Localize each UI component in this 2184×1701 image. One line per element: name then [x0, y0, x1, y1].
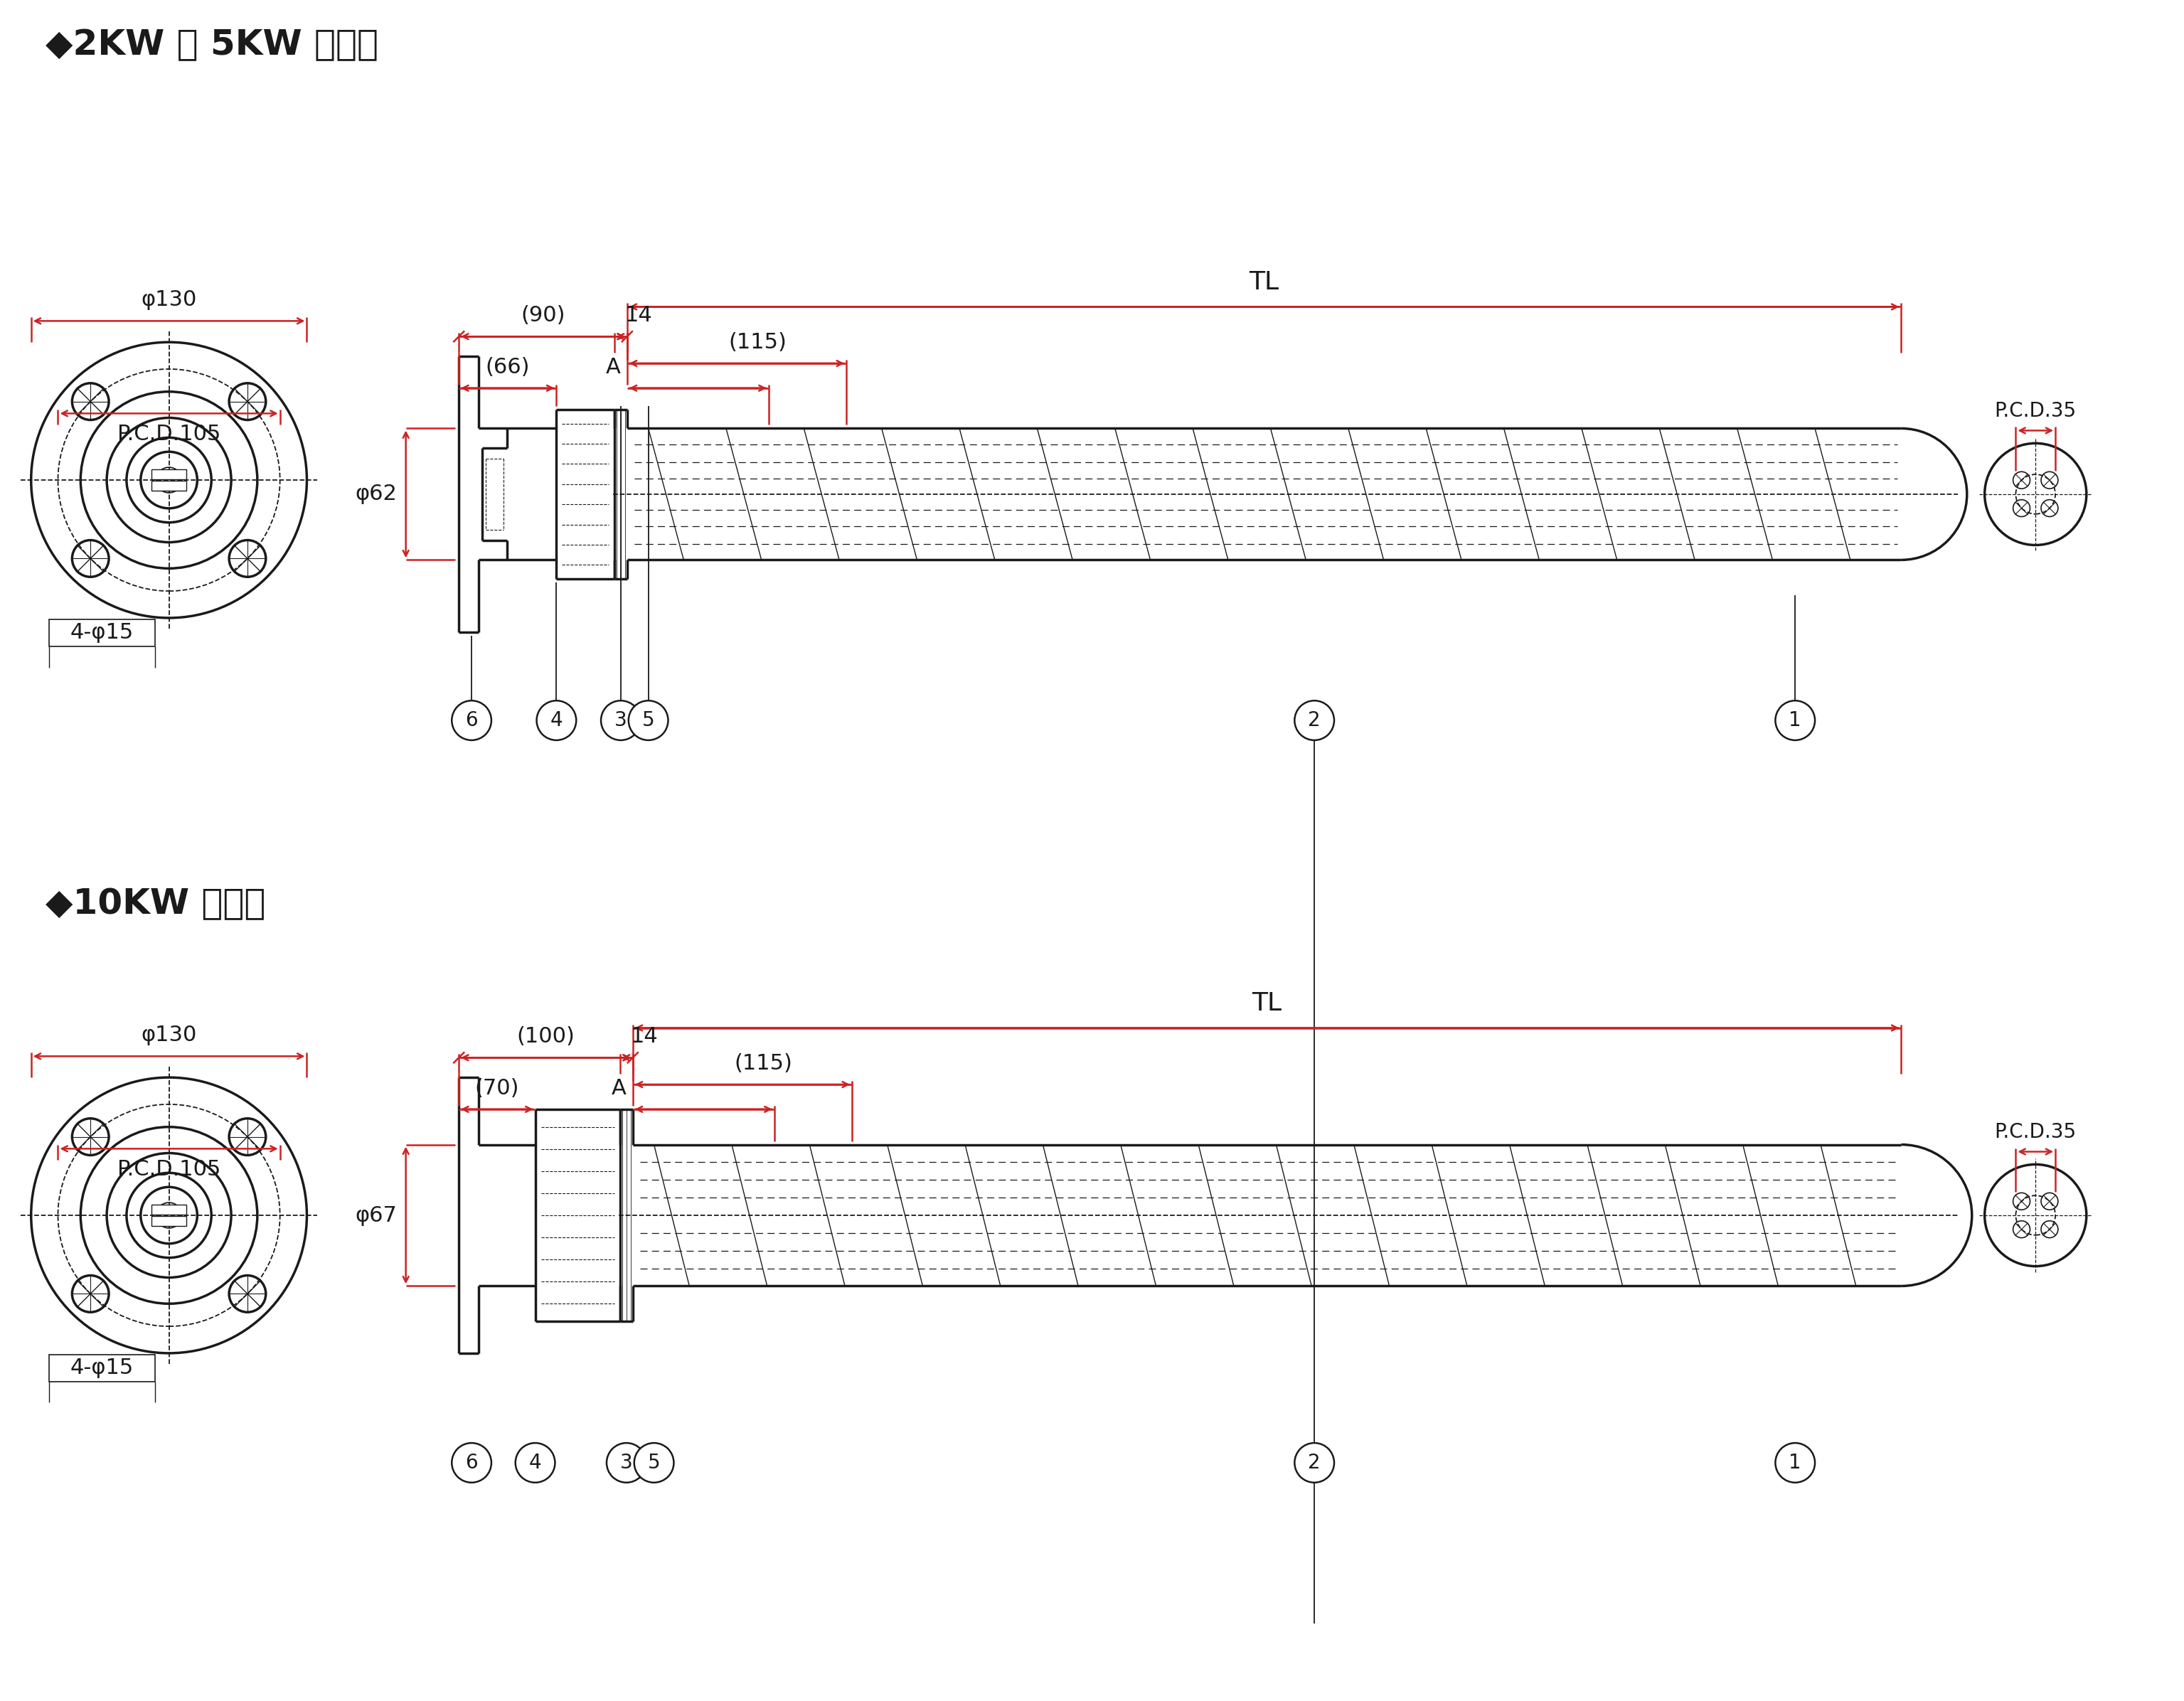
Circle shape: [1776, 1442, 1815, 1483]
Bar: [151, 1204, 186, 1215]
Circle shape: [1295, 701, 1334, 740]
Text: 4: 4: [550, 711, 563, 730]
Bar: [48, 1354, 155, 1381]
Text: (90): (90): [520, 304, 566, 327]
Text: P.C.D.35: P.C.D.35: [1994, 401, 2077, 420]
Circle shape: [633, 1442, 675, 1483]
Text: (66): (66): [485, 357, 531, 378]
Text: 2: 2: [1308, 711, 1321, 730]
Circle shape: [629, 701, 668, 740]
Text: A: A: [612, 1078, 627, 1099]
Text: 5: 5: [642, 711, 655, 730]
Text: 5: 5: [649, 1453, 660, 1473]
Circle shape: [1776, 701, 1815, 740]
Text: 3: 3: [620, 1453, 633, 1473]
Text: (115): (115): [734, 1053, 793, 1073]
Circle shape: [601, 701, 640, 740]
Text: (70): (70): [474, 1078, 520, 1099]
Text: (115): (115): [729, 332, 786, 352]
Bar: [151, 469, 186, 480]
Text: 1: 1: [1789, 1453, 1802, 1473]
Circle shape: [452, 701, 491, 740]
Text: 6: 6: [465, 1453, 478, 1473]
Circle shape: [607, 1442, 646, 1483]
Text: P.C.D.105: P.C.D.105: [118, 424, 221, 444]
Text: 4-φ15: 4-φ15: [70, 623, 133, 643]
Bar: [151, 481, 186, 490]
Text: A: A: [605, 357, 620, 378]
Text: TL: TL: [1249, 270, 1280, 294]
Text: P.C.D.35: P.C.D.35: [1994, 1123, 2077, 1141]
Text: φ130: φ130: [142, 1026, 197, 1046]
Text: ◆10KW タイプ: ◆10KW タイプ: [46, 886, 264, 920]
Text: φ62: φ62: [356, 483, 397, 505]
Text: 14: 14: [631, 1026, 657, 1048]
Bar: [151, 1216, 186, 1226]
Text: 6: 6: [465, 711, 478, 730]
Text: P.C.D.105: P.C.D.105: [118, 1160, 221, 1180]
Text: φ67: φ67: [356, 1204, 397, 1226]
Text: 4: 4: [529, 1453, 542, 1473]
Text: 14: 14: [625, 304, 653, 327]
Text: 3: 3: [614, 711, 627, 730]
Text: φ130: φ130: [142, 289, 197, 310]
Text: 4-φ15: 4-φ15: [70, 1357, 133, 1378]
Text: (100): (100): [518, 1026, 574, 1048]
Text: TL: TL: [1251, 992, 1282, 1015]
Text: 2: 2: [1308, 1453, 1321, 1473]
Circle shape: [537, 701, 577, 740]
Text: ◆2KW ～ 5KW タイプ: ◆2KW ～ 5KW タイプ: [46, 27, 378, 61]
Circle shape: [515, 1442, 555, 1483]
Circle shape: [452, 1442, 491, 1483]
Bar: [48, 619, 155, 646]
Text: 1: 1: [1789, 711, 1802, 730]
Circle shape: [1295, 1442, 1334, 1483]
